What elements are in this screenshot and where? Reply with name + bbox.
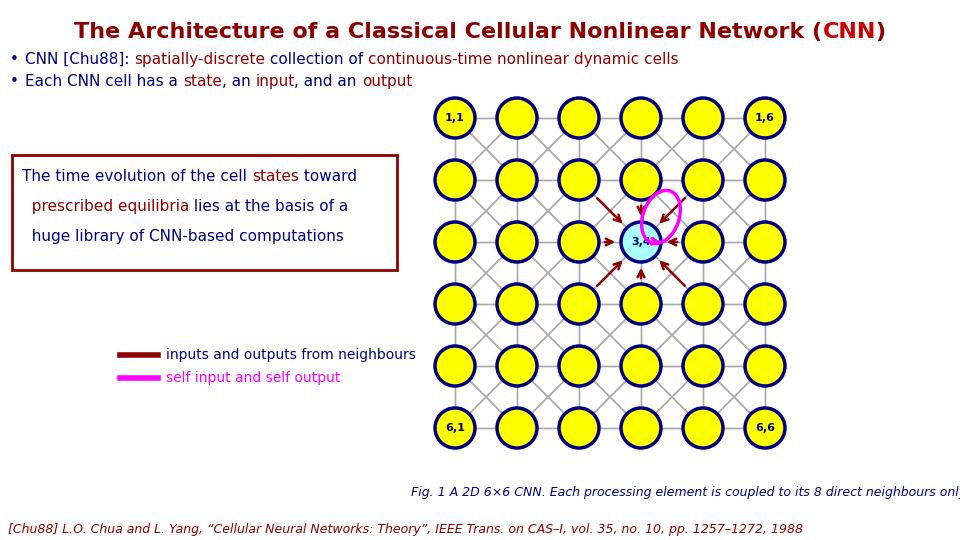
Text: 3,4: 3,4 — [631, 237, 651, 247]
Text: huge library of CNN-based computations: huge library of CNN-based computations — [22, 229, 344, 244]
FancyBboxPatch shape — [12, 155, 397, 270]
Text: , an: , an — [222, 74, 255, 89]
Circle shape — [621, 346, 661, 386]
Text: Fig. 1 A 2D 6×6 CNN. Each processing element is coupled to its 8 direct neighbou: Fig. 1 A 2D 6×6 CNN. Each processing ele… — [411, 486, 960, 499]
Circle shape — [435, 98, 475, 138]
Circle shape — [497, 284, 537, 324]
Circle shape — [621, 284, 661, 324]
Circle shape — [559, 222, 599, 262]
Circle shape — [745, 98, 785, 138]
Text: input: input — [255, 74, 295, 89]
Text: output: output — [362, 74, 412, 89]
Text: prescribed equilibria: prescribed equilibria — [22, 199, 189, 214]
Circle shape — [683, 98, 723, 138]
Circle shape — [559, 284, 599, 324]
Circle shape — [435, 222, 475, 262]
Circle shape — [559, 408, 599, 448]
Circle shape — [745, 160, 785, 200]
Circle shape — [497, 408, 537, 448]
Circle shape — [621, 98, 661, 138]
Circle shape — [559, 346, 599, 386]
Circle shape — [745, 346, 785, 386]
Circle shape — [435, 284, 475, 324]
Text: 6,6: 6,6 — [755, 423, 775, 433]
Text: lies at the basis of a: lies at the basis of a — [189, 199, 348, 214]
Circle shape — [745, 284, 785, 324]
Text: ): ) — [876, 22, 886, 42]
Text: Each CNN cell has a: Each CNN cell has a — [25, 74, 182, 89]
Circle shape — [745, 408, 785, 448]
Text: CNN: CNN — [823, 22, 876, 42]
Circle shape — [621, 408, 661, 448]
Circle shape — [559, 98, 599, 138]
Text: The time evolution of the cell: The time evolution of the cell — [22, 169, 252, 184]
Text: CNN [Chu88]:: CNN [Chu88]: — [25, 52, 134, 67]
Circle shape — [497, 346, 537, 386]
Text: The Architecture of a Classical Cellular Nonlinear Network (: The Architecture of a Classical Cellular… — [74, 22, 823, 42]
Circle shape — [559, 160, 599, 200]
Text: state: state — [182, 74, 222, 89]
Text: inputs and outputs from neighbours: inputs and outputs from neighbours — [166, 348, 416, 362]
Text: continuous-time nonlinear dynamic cells: continuous-time nonlinear dynamic cells — [369, 52, 679, 67]
Text: , and an: , and an — [295, 74, 362, 89]
Circle shape — [435, 408, 475, 448]
Circle shape — [683, 346, 723, 386]
Circle shape — [497, 160, 537, 200]
Circle shape — [497, 98, 537, 138]
Circle shape — [683, 284, 723, 324]
Text: 1,6: 1,6 — [756, 113, 775, 123]
Circle shape — [435, 346, 475, 386]
Text: 6,1: 6,1 — [445, 423, 465, 433]
Text: states: states — [252, 169, 299, 184]
Circle shape — [683, 160, 723, 200]
Text: self input and self output: self input and self output — [166, 371, 341, 385]
Circle shape — [745, 222, 785, 262]
Text: 1,1: 1,1 — [445, 113, 465, 123]
Circle shape — [497, 222, 537, 262]
Circle shape — [435, 160, 475, 200]
Circle shape — [683, 408, 723, 448]
Circle shape — [683, 222, 723, 262]
Text: collection of: collection of — [265, 52, 369, 67]
Text: •: • — [10, 52, 19, 67]
Text: toward: toward — [299, 169, 356, 184]
Circle shape — [621, 160, 661, 200]
Text: [Chu88] L.O. Chua and L. Yang, “Cellular Neural Networks: Theory”, IEEE Trans. o: [Chu88] L.O. Chua and L. Yang, “Cellular… — [8, 523, 803, 536]
Text: spatially-discrete: spatially-discrete — [134, 52, 265, 67]
Circle shape — [621, 222, 661, 262]
Text: •: • — [10, 74, 19, 89]
